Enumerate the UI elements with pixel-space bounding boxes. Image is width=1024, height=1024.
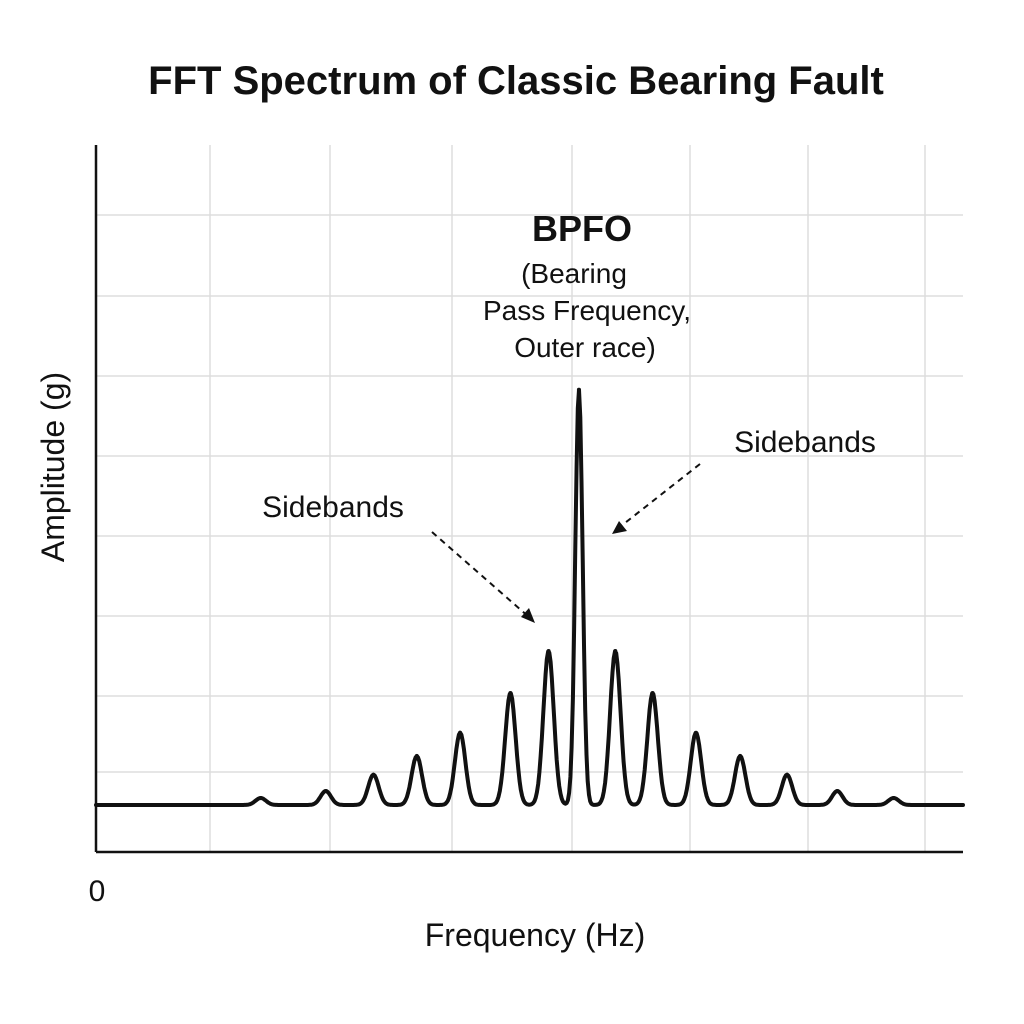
x-tick-label: 0 xyxy=(89,875,106,908)
spectrum-peak-14 xyxy=(891,796,896,800)
spectrum-peak-6 xyxy=(546,649,551,653)
bpfo-annotation-line-2: Pass Frequency, xyxy=(483,295,691,326)
bpfo-annotation-line-3: Outer race) xyxy=(514,332,656,363)
spectrum-line xyxy=(94,387,965,807)
sidebands-annotation-left: Sidebands xyxy=(262,491,404,524)
sidebands-arrowhead-right xyxy=(612,521,627,534)
spectrum-peak-3 xyxy=(414,754,419,758)
spectrum-peak-13 xyxy=(835,789,840,793)
peak-marks xyxy=(258,387,896,800)
spectrum-peak-5 xyxy=(508,691,513,695)
spectrum-peak-4 xyxy=(458,730,463,735)
x-axis-label: Frequency (Hz) xyxy=(425,917,646,953)
spectrum-peak-9 xyxy=(650,691,655,695)
sidebands-arrow-right xyxy=(615,463,701,531)
spectrum-peak-2 xyxy=(371,772,376,777)
grid xyxy=(96,145,963,852)
chart-title: FFT Spectrum of Classic Bearing Fault xyxy=(148,59,884,103)
spectrum-peak-11 xyxy=(738,754,743,758)
sidebands-arrowhead-left xyxy=(521,608,535,623)
bpfo-annotation-line-1: (Bearing xyxy=(521,258,627,289)
y-axis-label: Amplitude (g) xyxy=(35,372,71,562)
spectrum-peak-1 xyxy=(323,789,328,793)
spectrum-peak-0 xyxy=(258,796,263,800)
bpfo-annotation-title: BPFO xyxy=(532,208,632,249)
spectrum-peak-10 xyxy=(694,730,698,735)
spectrum-peak-7 xyxy=(576,387,581,392)
spectrum-peak-8 xyxy=(613,649,618,653)
sidebands-annotation-right: Sidebands xyxy=(734,426,876,459)
sidebands-arrow-left xyxy=(431,531,531,619)
spectrum-peak-12 xyxy=(785,772,789,777)
